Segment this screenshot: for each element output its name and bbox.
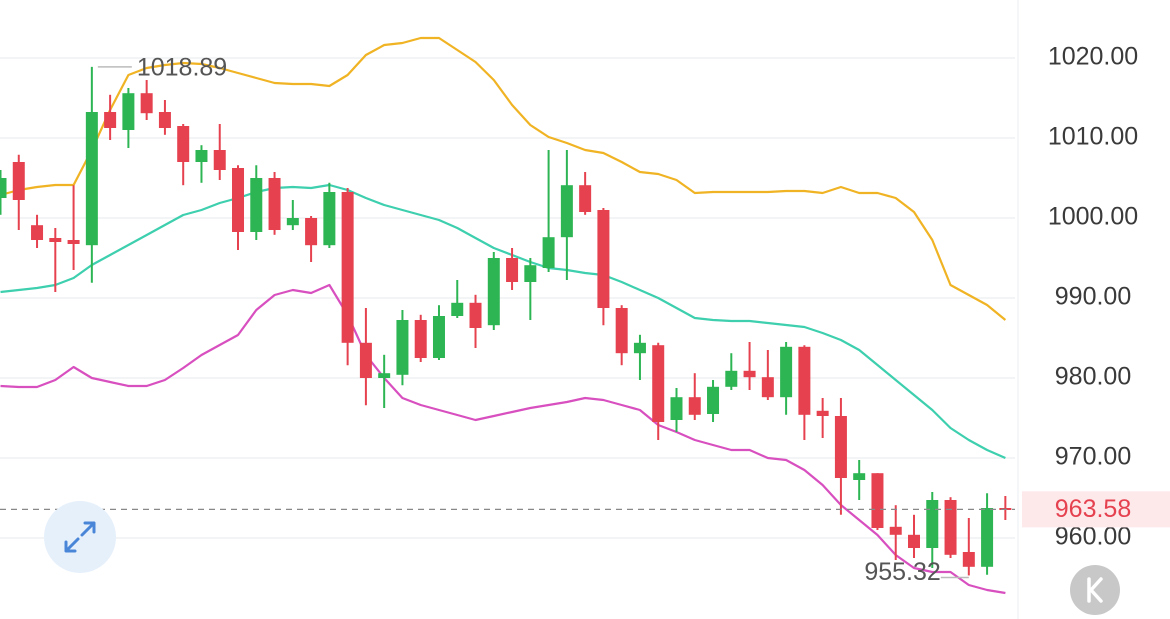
candle-body [597, 210, 610, 308]
candle-body [487, 258, 500, 326]
candle-body [0, 178, 7, 198]
min-label: 955.32 [864, 558, 940, 586]
candle-body [213, 150, 226, 170]
candle-body [67, 240, 80, 244]
candle-body [981, 508, 994, 567]
candle-body [506, 258, 519, 282]
y-tick-label: 1020.00 [1048, 43, 1138, 71]
candle-body [12, 162, 25, 200]
candle-body [432, 316, 445, 358]
candle-body [652, 345, 665, 422]
candle-body [177, 126, 190, 162]
expand-icon [64, 521, 96, 553]
candle-body [49, 238, 62, 242]
y-tick-label: 1000.00 [1048, 203, 1138, 231]
candle-body [140, 93, 153, 114]
candle-body [341, 192, 354, 343]
candle-body [359, 342, 372, 378]
candle-body [195, 150, 208, 162]
candle-body [798, 346, 811, 415]
grid: 1020.00 1010.00 1000.00 990.00 980.00 970.00 9… [0, 0, 1138, 619]
candle-body [579, 185, 592, 212]
candle-body [707, 386, 720, 414]
band-line [0, 183, 1006, 460]
candle-body [889, 526, 902, 535]
candle-body [122, 93, 135, 130]
last-price-bg [1022, 491, 1170, 528]
candle-body [670, 397, 683, 420]
band-line [0, 283, 1006, 595]
y-tick-label: 980.00 [1055, 363, 1131, 391]
expand-button[interactable] [44, 501, 116, 573]
candle-body [85, 112, 98, 246]
candle-body [725, 370, 738, 387]
candle-body [305, 218, 318, 246]
y-tick-label: 970.00 [1055, 443, 1131, 471]
overlay: 1018.89 955.32 963.58 [0, 53, 1170, 586]
candle-body [469, 302, 482, 328]
candle-body [633, 342, 646, 354]
candle-body [780, 346, 793, 398]
candle-body [158, 112, 171, 128]
band-line [0, 36, 1007, 321]
candle-body [944, 500, 957, 555]
bands [0, 36, 1007, 595]
max-label: 1018.89 [137, 53, 227, 81]
candle-body [524, 265, 537, 282]
candle-body [560, 185, 573, 238]
candle-body [962, 552, 975, 567]
expand-button-bg[interactable] [44, 501, 116, 573]
last-price-label: 963.58 [1055, 495, 1131, 523]
k-button-bg[interactable] [1070, 565, 1120, 615]
k-button[interactable] [1070, 565, 1120, 615]
k-icon [1087, 577, 1103, 603]
candle-body [31, 225, 44, 240]
y-tick-label: 1010.00 [1048, 123, 1138, 151]
candle-body [834, 416, 847, 478]
candle-body [250, 178, 263, 232]
candle-body [378, 373, 391, 378]
candle-body [853, 473, 866, 480]
y-tick-label: 990.00 [1055, 283, 1131, 311]
candle-body [761, 377, 774, 398]
candle-body [232, 168, 245, 232]
candle-body [414, 320, 427, 358]
candles [0, 66, 1012, 576]
candle-body [451, 302, 464, 316]
candle-body [688, 397, 701, 415]
candle-body [926, 500, 939, 548]
candle-body [396, 320, 409, 375]
candle-body [908, 534, 920, 548]
candle-body [323, 192, 336, 246]
candle-body [615, 308, 628, 354]
candle-body [542, 237, 555, 268]
candle-body [286, 218, 299, 226]
candle-body [743, 370, 756, 378]
candle-body [268, 178, 281, 230]
candle-body [871, 473, 884, 528]
candle-body [816, 410, 829, 416]
candle-body [104, 112, 117, 128]
